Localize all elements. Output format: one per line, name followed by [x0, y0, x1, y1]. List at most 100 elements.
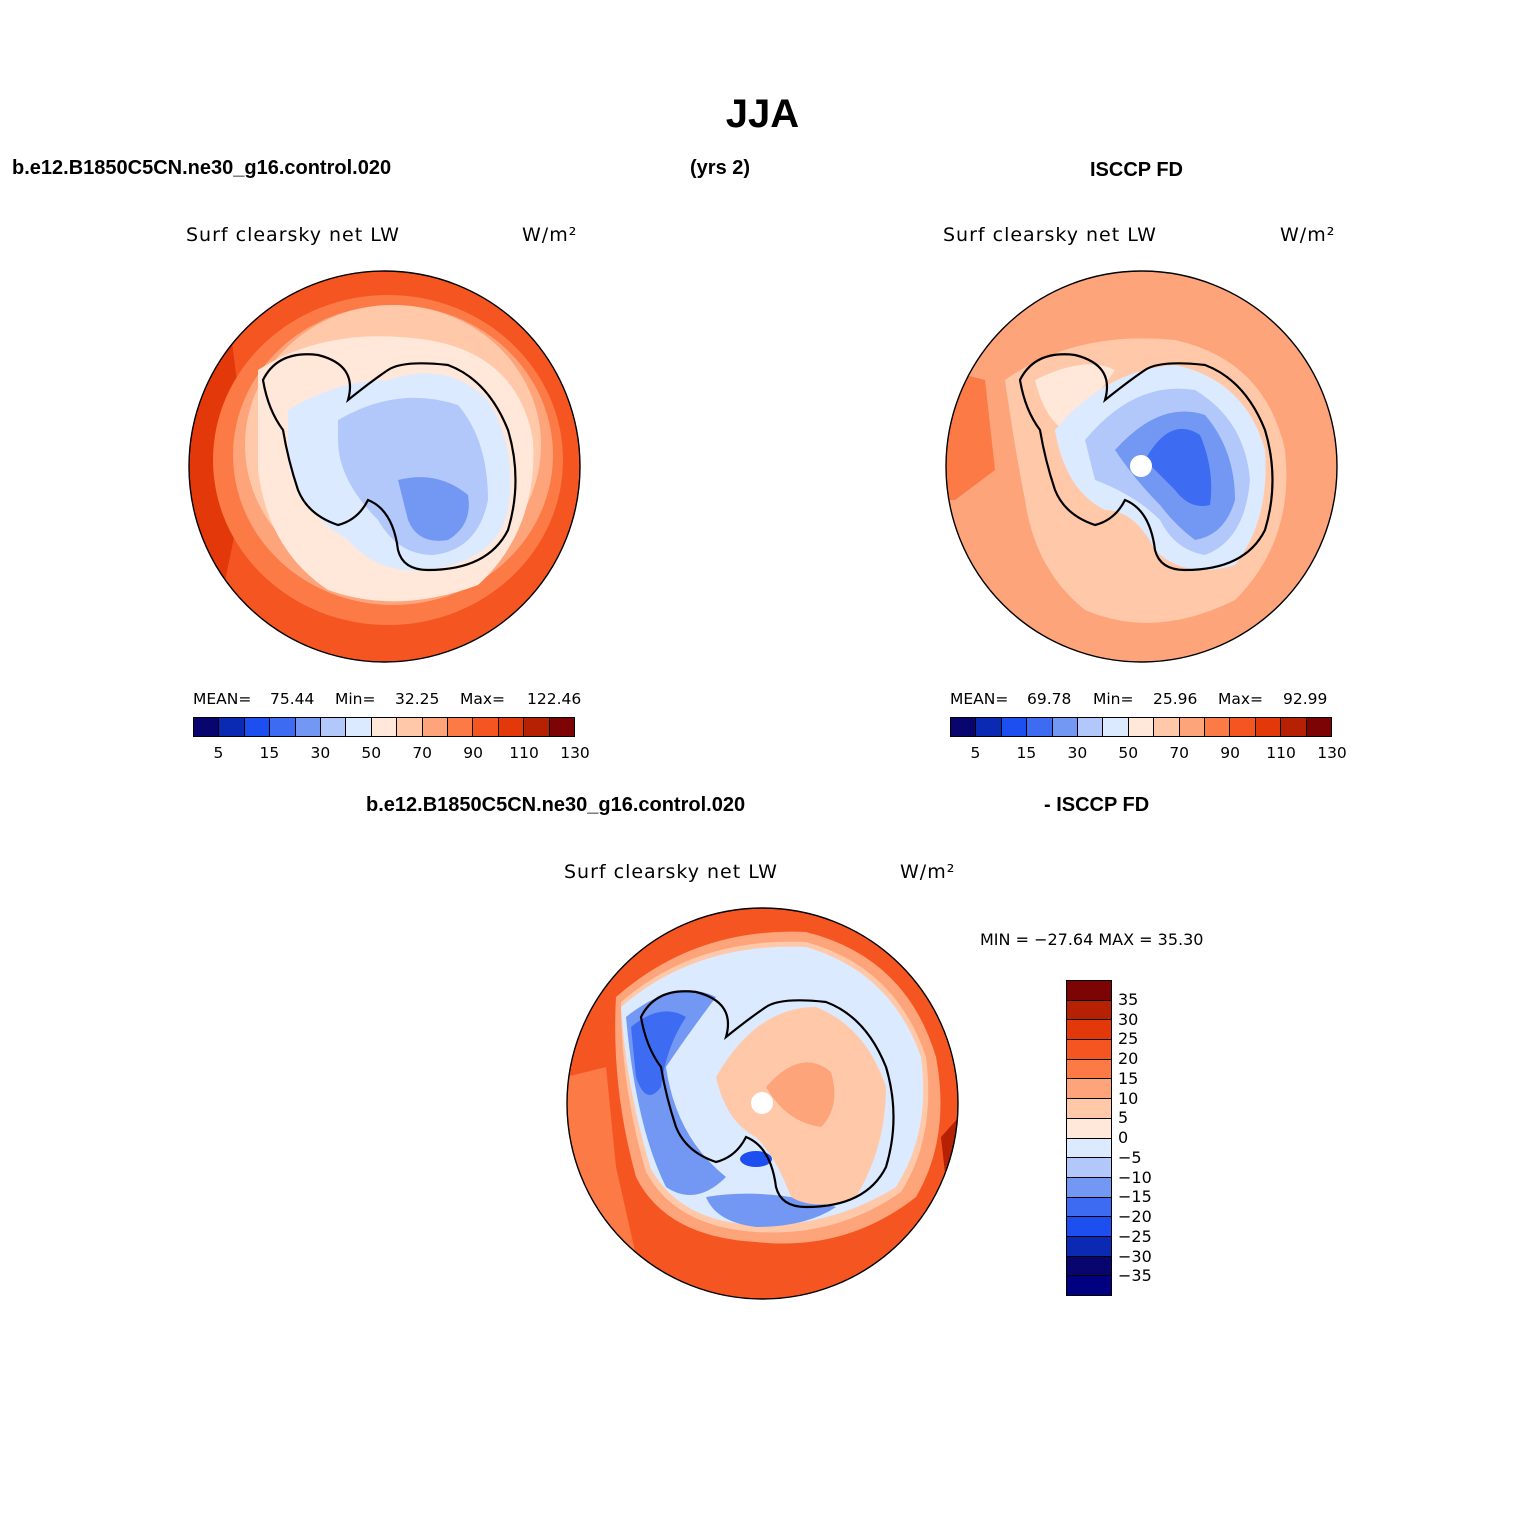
colorbar-box-11	[473, 718, 499, 736]
obs-panel-units: W/m²	[1280, 224, 1336, 246]
colorbar-box-6	[1067, 1099, 1111, 1119]
colorbar-tick-label: 110	[1266, 744, 1296, 762]
colorbar-tick-label: 25	[1118, 1029, 1139, 1049]
colorbar-box-10	[1067, 1177, 1111, 1198]
model-max-label: Max=	[460, 690, 506, 708]
diff-map-border	[566, 907, 959, 1300]
model-min-label: Min=	[335, 690, 376, 708]
colorbar-tick-label: 10	[1118, 1088, 1139, 1108]
colorbar-box-11	[1067, 1197, 1111, 1218]
colorbar-box-8	[1067, 1138, 1111, 1159]
colorbar-tick-label: 15	[1016, 744, 1037, 762]
model-polar-map	[188, 270, 581, 663]
colorbar-box-2	[1001, 718, 1028, 736]
diff-minmax: MIN = −27.64 MAX = 35.30	[980, 930, 1204, 949]
obs-mean-value: 69.78	[1027, 690, 1072, 708]
obs-field-inner-4	[1145, 428, 1212, 506]
colorbar-tick-label: −20	[1118, 1207, 1152, 1226]
model-mean-label: MEAN=	[193, 690, 252, 708]
obs-pole-hole	[1130, 455, 1152, 477]
diff-panel-units: W/m²	[900, 861, 956, 883]
model-min-value: 32.25	[395, 690, 440, 708]
colorbar-box-11	[1230, 718, 1256, 736]
colorbar-tick-label: 15	[259, 744, 280, 762]
colorbar-box-2	[1067, 1020, 1111, 1041]
colorbar-tick-label: 30	[1118, 1009, 1139, 1029]
diff-colorbar	[1066, 980, 1112, 1296]
colorbar-tick-label: 70	[1169, 744, 1190, 762]
colorbar-tick-label: −25	[1118, 1226, 1152, 1246]
case-name: b.e12.B1850C5CN.ne30_g16.control.020	[12, 157, 392, 179]
colorbar-box-2	[244, 718, 271, 736]
obs-mean-label: MEAN=	[950, 690, 1009, 708]
colorbar-box-14	[549, 718, 575, 736]
obs-max-label: Max=	[1218, 690, 1264, 708]
colorbar-box-4	[1052, 718, 1079, 736]
model-panel-title: Surf clearsky net LW	[186, 224, 400, 246]
colorbar-box-14	[1306, 718, 1332, 736]
colorbar-tick-label: −5	[1118, 1147, 1142, 1167]
colorbar-tick-label: 50	[1118, 744, 1139, 762]
colorbar-box-7	[1067, 1118, 1111, 1139]
obs-min-label: Min=	[1093, 690, 1134, 708]
colorbar-box-10	[448, 718, 474, 736]
model-coastline	[261, 353, 517, 572]
model-panel-units: W/m²	[522, 224, 578, 246]
colorbar-tick-label: 130	[1317, 744, 1347, 762]
colorbar-tick-label: 110	[509, 744, 539, 762]
diff-pole-hole	[751, 1092, 773, 1114]
colorbar-tick-label: −30	[1118, 1246, 1152, 1266]
model-colorbar	[193, 717, 575, 737]
colorbar-box-0	[1067, 981, 1111, 1001]
diff-panel-title: Surf clearsky net LW	[564, 861, 778, 883]
colorbar-box-1	[976, 718, 1002, 736]
colorbar-tick-label: 30	[1067, 744, 1088, 762]
colorbar-tick-label: 90	[1220, 744, 1240, 762]
colorbar-tick-label: 50	[361, 744, 382, 762]
colorbar-box-0	[951, 718, 977, 736]
colorbar-box-14	[1067, 1256, 1111, 1277]
obs-map-border	[945, 270, 1338, 663]
colorbar-tick-label: 70	[412, 744, 433, 762]
colorbar-box-10	[1205, 718, 1231, 736]
obs-min-value: 25.96	[1153, 690, 1198, 708]
diff-case-name: b.e12.B1850C5CN.ne30_g16.control.020	[366, 794, 746, 816]
colorbar-box-5	[1078, 718, 1104, 736]
obs-panel-title: Surf clearsky net LW	[943, 224, 1157, 246]
colorbar-tick-label: 30	[310, 744, 331, 762]
colorbar-box-13	[1067, 1236, 1111, 1257]
colorbar-box-4	[295, 718, 322, 736]
obs-field-ring-2	[1035, 364, 1115, 430]
colorbar-box-7	[371, 718, 398, 736]
figure-title: JJA	[725, 92, 800, 136]
colorbar-box-3	[1027, 718, 1053, 736]
colorbar-tick-label: −10	[1118, 1167, 1152, 1187]
colorbar-tick-label: 35	[1118, 989, 1139, 1009]
colorbar-box-8	[397, 718, 423, 736]
colorbar-box-12	[1255, 718, 1282, 736]
obs-max-value: 92.99	[1283, 690, 1328, 708]
colorbar-tick-label: 5	[213, 744, 224, 762]
colorbar-box-15	[1067, 1276, 1111, 1295]
colorbar-box-9	[1067, 1158, 1111, 1178]
years-label: (yrs 2)	[690, 157, 751, 179]
colorbar-tick-label: −35	[1118, 1266, 1152, 1286]
diff-field-ross-min	[740, 1151, 772, 1167]
obs-colorbar	[950, 717, 1332, 737]
diff-coastline	[639, 990, 895, 1209]
colorbar-box-5	[321, 718, 347, 736]
colorbar-box-4	[1067, 1059, 1111, 1080]
colorbar-box-8	[1154, 718, 1180, 736]
colorbar-box-7	[1128, 718, 1155, 736]
colorbar-tick-label: 0	[1118, 1128, 1129, 1147]
model-max-value: 122.46	[527, 690, 582, 708]
colorbar-box-13	[1281, 718, 1307, 736]
colorbar-box-12	[1067, 1217, 1111, 1237]
obs-polar-map	[945, 270, 1338, 663]
colorbar-box-0	[194, 718, 220, 736]
colorbar-tick-label: 15	[1118, 1068, 1139, 1088]
colorbar-box-9	[1179, 718, 1206, 736]
colorbar-tick-label: 130	[560, 744, 590, 762]
diff-obs-name: - ISCCP FD	[1044, 794, 1150, 816]
colorbar-tick-label: 5	[1118, 1108, 1129, 1128]
